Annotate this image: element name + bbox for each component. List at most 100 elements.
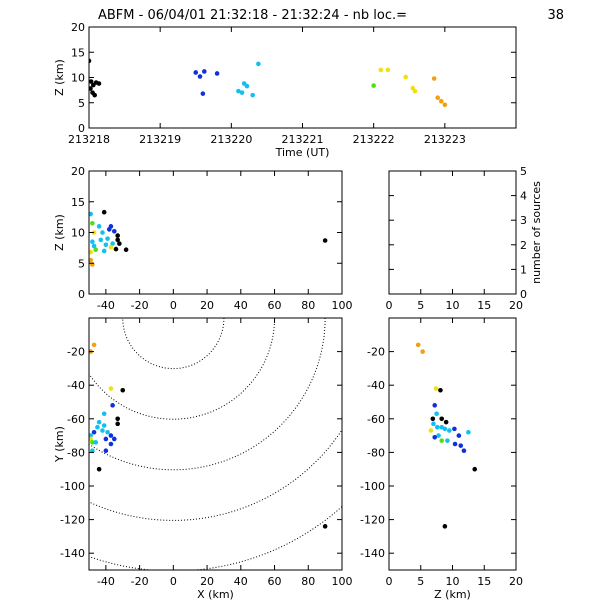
- data-point: [439, 416, 445, 422]
- data-points: [89, 209, 328, 267]
- x-tick-label: 5: [417, 299, 424, 312]
- y-tick-label: -120: [360, 514, 385, 527]
- x-tick-label: 15: [477, 575, 491, 588]
- x-tick-label: 213218: [68, 133, 110, 146]
- x-tick-label: 10: [446, 299, 460, 312]
- y-tick-label: 10: [71, 72, 85, 85]
- data-point: [117, 241, 122, 246]
- data-point: [456, 433, 462, 438]
- y-tick-label: -140: [360, 547, 385, 560]
- data-point: [432, 434, 438, 440]
- data-point: [201, 69, 207, 74]
- data-point: [110, 241, 115, 246]
- data-point: [434, 411, 439, 417]
- data-point: [120, 387, 126, 393]
- data-point: [443, 419, 449, 425]
- plot-frame: [88, 317, 343, 571]
- y-tick-label: 0: [520, 288, 527, 301]
- y-tick-label: -40: [67, 379, 85, 392]
- data-point: [101, 411, 107, 417]
- data-point: [322, 238, 328, 243]
- y-tick-label: -100: [360, 480, 385, 493]
- data-point: [435, 95, 441, 100]
- data-point: [256, 61, 261, 67]
- x-tick-label: 20: [509, 299, 523, 312]
- altitude-y-panel: 0 5 10 15 20 -140 -120 -100 -80 -60 -40 -20 Z (km): [360, 317, 523, 600]
- y-tick-label: -80: [67, 446, 85, 459]
- data-point: [89, 433, 93, 438]
- data-point: [89, 249, 93, 255]
- x-tick-label: 0: [170, 575, 177, 588]
- y-tick-label: 5: [78, 97, 85, 110]
- data-point: [458, 443, 464, 448]
- data-point: [385, 67, 391, 73]
- data-point: [434, 424, 440, 430]
- y-tick-label: -40: [367, 379, 385, 392]
- data-point: [96, 81, 102, 86]
- time-altitude-panel: 213218 213219 213220 213221 213222 213223 0 5 10…: [53, 21, 517, 159]
- x-axis-label: Time (UT): [275, 146, 330, 159]
- data-point: [101, 423, 107, 428]
- data-point: [115, 416, 120, 422]
- y-tick-label: 3: [520, 214, 527, 227]
- data-point: [239, 90, 245, 95]
- y-tick-label: 20: [71, 165, 85, 178]
- data-point: [472, 466, 478, 472]
- x-tick-label: 80: [301, 575, 315, 588]
- data-point: [105, 236, 110, 241]
- data-point: [108, 386, 114, 391]
- data-point: [90, 440, 95, 445]
- data-point: [89, 211, 93, 217]
- data-point: [95, 424, 100, 430]
- data-point: [420, 349, 425, 354]
- x-tick-label: 0: [386, 575, 393, 588]
- y-tick-label: -120: [60, 514, 85, 527]
- y-tick-label: -60: [367, 413, 385, 426]
- x-tick-label: 213223: [424, 133, 466, 146]
- data-point: [250, 92, 255, 98]
- figure-title: ABFM - 06/04/01 21:32:18 - 21:32:24 - nb…: [98, 8, 407, 23]
- data-point: [100, 428, 105, 433]
- x-tick-label: 100: [332, 299, 353, 312]
- data-point: [112, 436, 117, 442]
- data-point: [431, 421, 436, 427]
- data-point: [466, 429, 471, 435]
- data-point: [91, 342, 97, 348]
- data-point: [91, 230, 97, 235]
- x-tick-label: 0: [170, 299, 177, 312]
- x-tick-label: -20: [131, 299, 149, 312]
- data-point: [403, 74, 408, 80]
- data-point: [89, 257, 93, 263]
- data-point: [438, 98, 444, 104]
- data-point: [91, 243, 97, 249]
- data-point: [123, 247, 129, 253]
- x-tick-label: -20: [131, 575, 149, 588]
- x-tick-label: 5: [417, 575, 424, 588]
- y-tick-label: 4: [520, 190, 527, 203]
- data-point: [96, 466, 102, 472]
- data-point: [89, 86, 93, 91]
- data-point: [436, 433, 441, 438]
- x-tick-label: -40: [97, 575, 115, 588]
- y-axis-label: Z (km): [53, 214, 66, 251]
- data-point: [101, 209, 107, 215]
- data-point: [197, 74, 203, 79]
- data-point: [93, 440, 99, 445]
- y-tick-label: 0: [78, 288, 85, 301]
- data-point: [412, 88, 418, 94]
- data-points: [89, 58, 448, 108]
- data-point: [103, 242, 109, 248]
- data-points: [89, 342, 328, 529]
- data-point: [200, 91, 206, 96]
- x-tick-label: 40: [234, 575, 248, 588]
- data-point: [100, 230, 105, 235]
- y-tick-label: 5: [520, 165, 527, 178]
- data-point: [431, 76, 437, 81]
- data-point: [438, 387, 443, 393]
- data-point: [115, 421, 120, 427]
- x-tick-label: 213222: [353, 133, 395, 146]
- data-points: [415, 342, 478, 529]
- data-point: [461, 448, 467, 454]
- y-tick-label: -80: [367, 446, 385, 459]
